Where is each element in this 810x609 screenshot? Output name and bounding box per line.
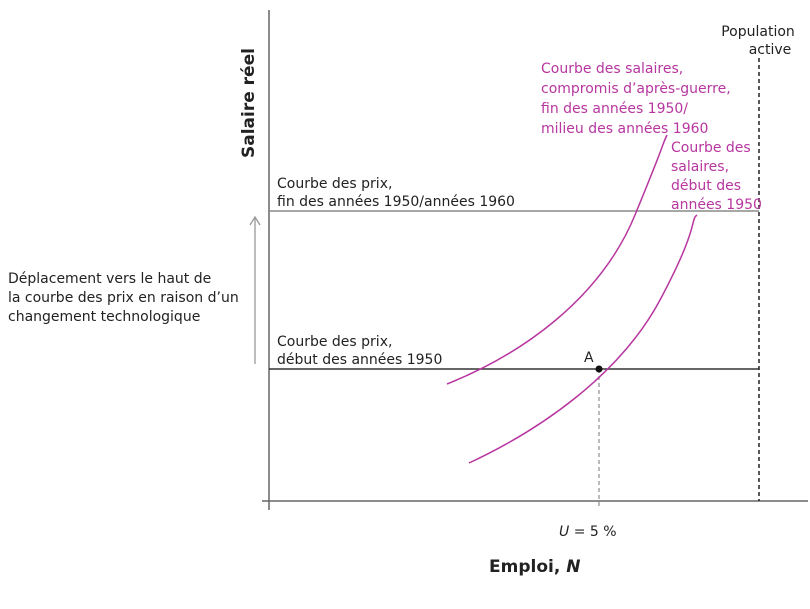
wage-early-label: Courbe des salaires, début des années 19… <box>671 140 762 213</box>
shift-annotation: Déplacement vers le haut de la courbe de… <box>8 271 243 325</box>
point-a <box>595 365 603 373</box>
y-axis-title: Salaire réel <box>239 48 259 158</box>
population-active-label: Population active <box>721 24 795 58</box>
arrow-up-icon <box>249 215 261 226</box>
point-a-label: A <box>584 350 594 366</box>
wage-curve-postwar <box>446 134 668 385</box>
wage-postwar-label: Courbe des salaires, compromis d’après-g… <box>541 61 735 137</box>
wage-curve-early-1950s <box>468 214 698 464</box>
x-axis-title: Emploi, N <box>489 557 580 577</box>
price-high-label: Courbe des prix, fin des années 1950/ann… <box>277 176 515 210</box>
price-low-label: Courbe des prix, début des années 1950 <box>277 334 442 368</box>
x-tick-u5: U = 5 % <box>559 524 617 540</box>
